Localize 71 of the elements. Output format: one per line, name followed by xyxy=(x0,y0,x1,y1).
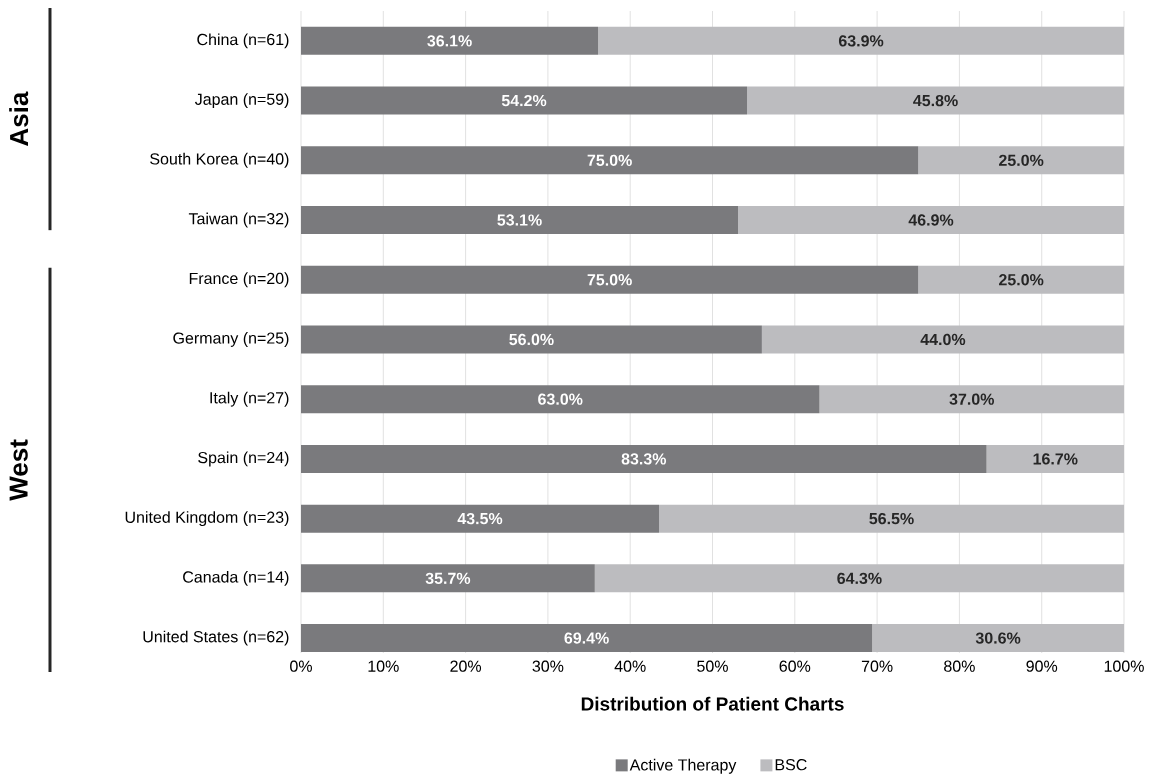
legend-label: Active Therapy xyxy=(629,758,737,774)
bar xyxy=(301,325,762,354)
bar xyxy=(986,444,1125,473)
data-label: 36.1% xyxy=(427,35,472,47)
bar xyxy=(301,146,919,175)
x-tick-label: 70% xyxy=(861,660,893,672)
x-tick-label: 90% xyxy=(1026,660,1058,672)
y-tick-label: United Kingdom (n=23) xyxy=(125,511,289,527)
data-label: 35.7% xyxy=(425,572,471,585)
x-tick-label: 80% xyxy=(944,660,975,672)
data-label: 30.6% xyxy=(975,632,1021,644)
legend-label: BSC xyxy=(775,759,807,771)
bar xyxy=(301,86,748,115)
y-tick-label: Canada (n=14) xyxy=(183,570,289,586)
data-label: 46.9% xyxy=(908,214,954,226)
data-label: 44.0% xyxy=(920,333,966,346)
data-label: 75.0% xyxy=(587,274,632,286)
data-label: 64.3% xyxy=(837,572,882,585)
data-label: 63.0% xyxy=(538,393,583,405)
bar xyxy=(301,564,595,593)
x-axis-title: Distribution of Patient Charts xyxy=(581,696,844,711)
x-tick-label: 40% xyxy=(614,660,646,672)
y-tick-label: China (n=61) xyxy=(197,33,289,49)
bar xyxy=(301,444,987,473)
y-tick-label: Japan (n=59) xyxy=(194,93,289,109)
x-tick-label: 100% xyxy=(1104,660,1144,672)
bar xyxy=(301,26,599,55)
x-tick-label: 0% xyxy=(290,660,312,672)
y-tick-label: France (n=20) xyxy=(189,272,289,288)
data-label: 54.2% xyxy=(501,94,547,107)
y-tick-label: Italy (n=27) xyxy=(210,391,289,407)
y-tick-label: Spain (n=24) xyxy=(198,451,289,467)
bar xyxy=(761,325,1125,354)
x-tick-label: 30% xyxy=(532,660,564,672)
x-tick-label: 10% xyxy=(368,660,399,672)
x-tick-label: 20% xyxy=(450,660,482,672)
data-label: 37.0% xyxy=(949,393,995,405)
bar xyxy=(301,206,739,235)
x-tick-label: 50% xyxy=(697,660,728,672)
text: Asia xyxy=(9,91,29,146)
bar xyxy=(747,86,1125,115)
bar xyxy=(594,564,1125,593)
bar xyxy=(301,504,660,533)
data-label: 25.0% xyxy=(999,154,1044,166)
y-tick-label: South Korea (n=40) xyxy=(150,152,289,168)
y-tick-label: Germany (n=25) xyxy=(173,332,289,347)
bar xyxy=(598,26,1125,55)
y-tick-label: Taiwan (n=32) xyxy=(188,212,289,228)
data-label: 45.8% xyxy=(913,94,958,107)
data-label: 63.9% xyxy=(838,35,884,47)
data-label: 83.3% xyxy=(621,453,667,465)
bar xyxy=(872,624,1125,653)
x-tick-label: 60% xyxy=(779,660,811,672)
data-label: 25.0% xyxy=(999,274,1044,286)
bar xyxy=(918,146,1125,175)
data-label: 16.7% xyxy=(1033,453,1078,465)
bar xyxy=(819,385,1125,414)
data-label: 69.4% xyxy=(564,632,609,644)
bar xyxy=(301,265,919,294)
bar xyxy=(738,206,1125,235)
bar xyxy=(301,385,820,414)
data-label: 56.5% xyxy=(869,512,914,525)
bar xyxy=(659,504,1125,533)
data-label: 53.1% xyxy=(497,214,542,226)
text: West xyxy=(9,439,28,501)
y-tick-label: United States (n=62) xyxy=(143,630,289,646)
data-label: 75.0% xyxy=(587,154,632,166)
data-label: 56.0% xyxy=(509,333,554,346)
bar xyxy=(301,624,873,653)
bar xyxy=(918,265,1125,294)
data-label: 43.5% xyxy=(457,512,503,525)
